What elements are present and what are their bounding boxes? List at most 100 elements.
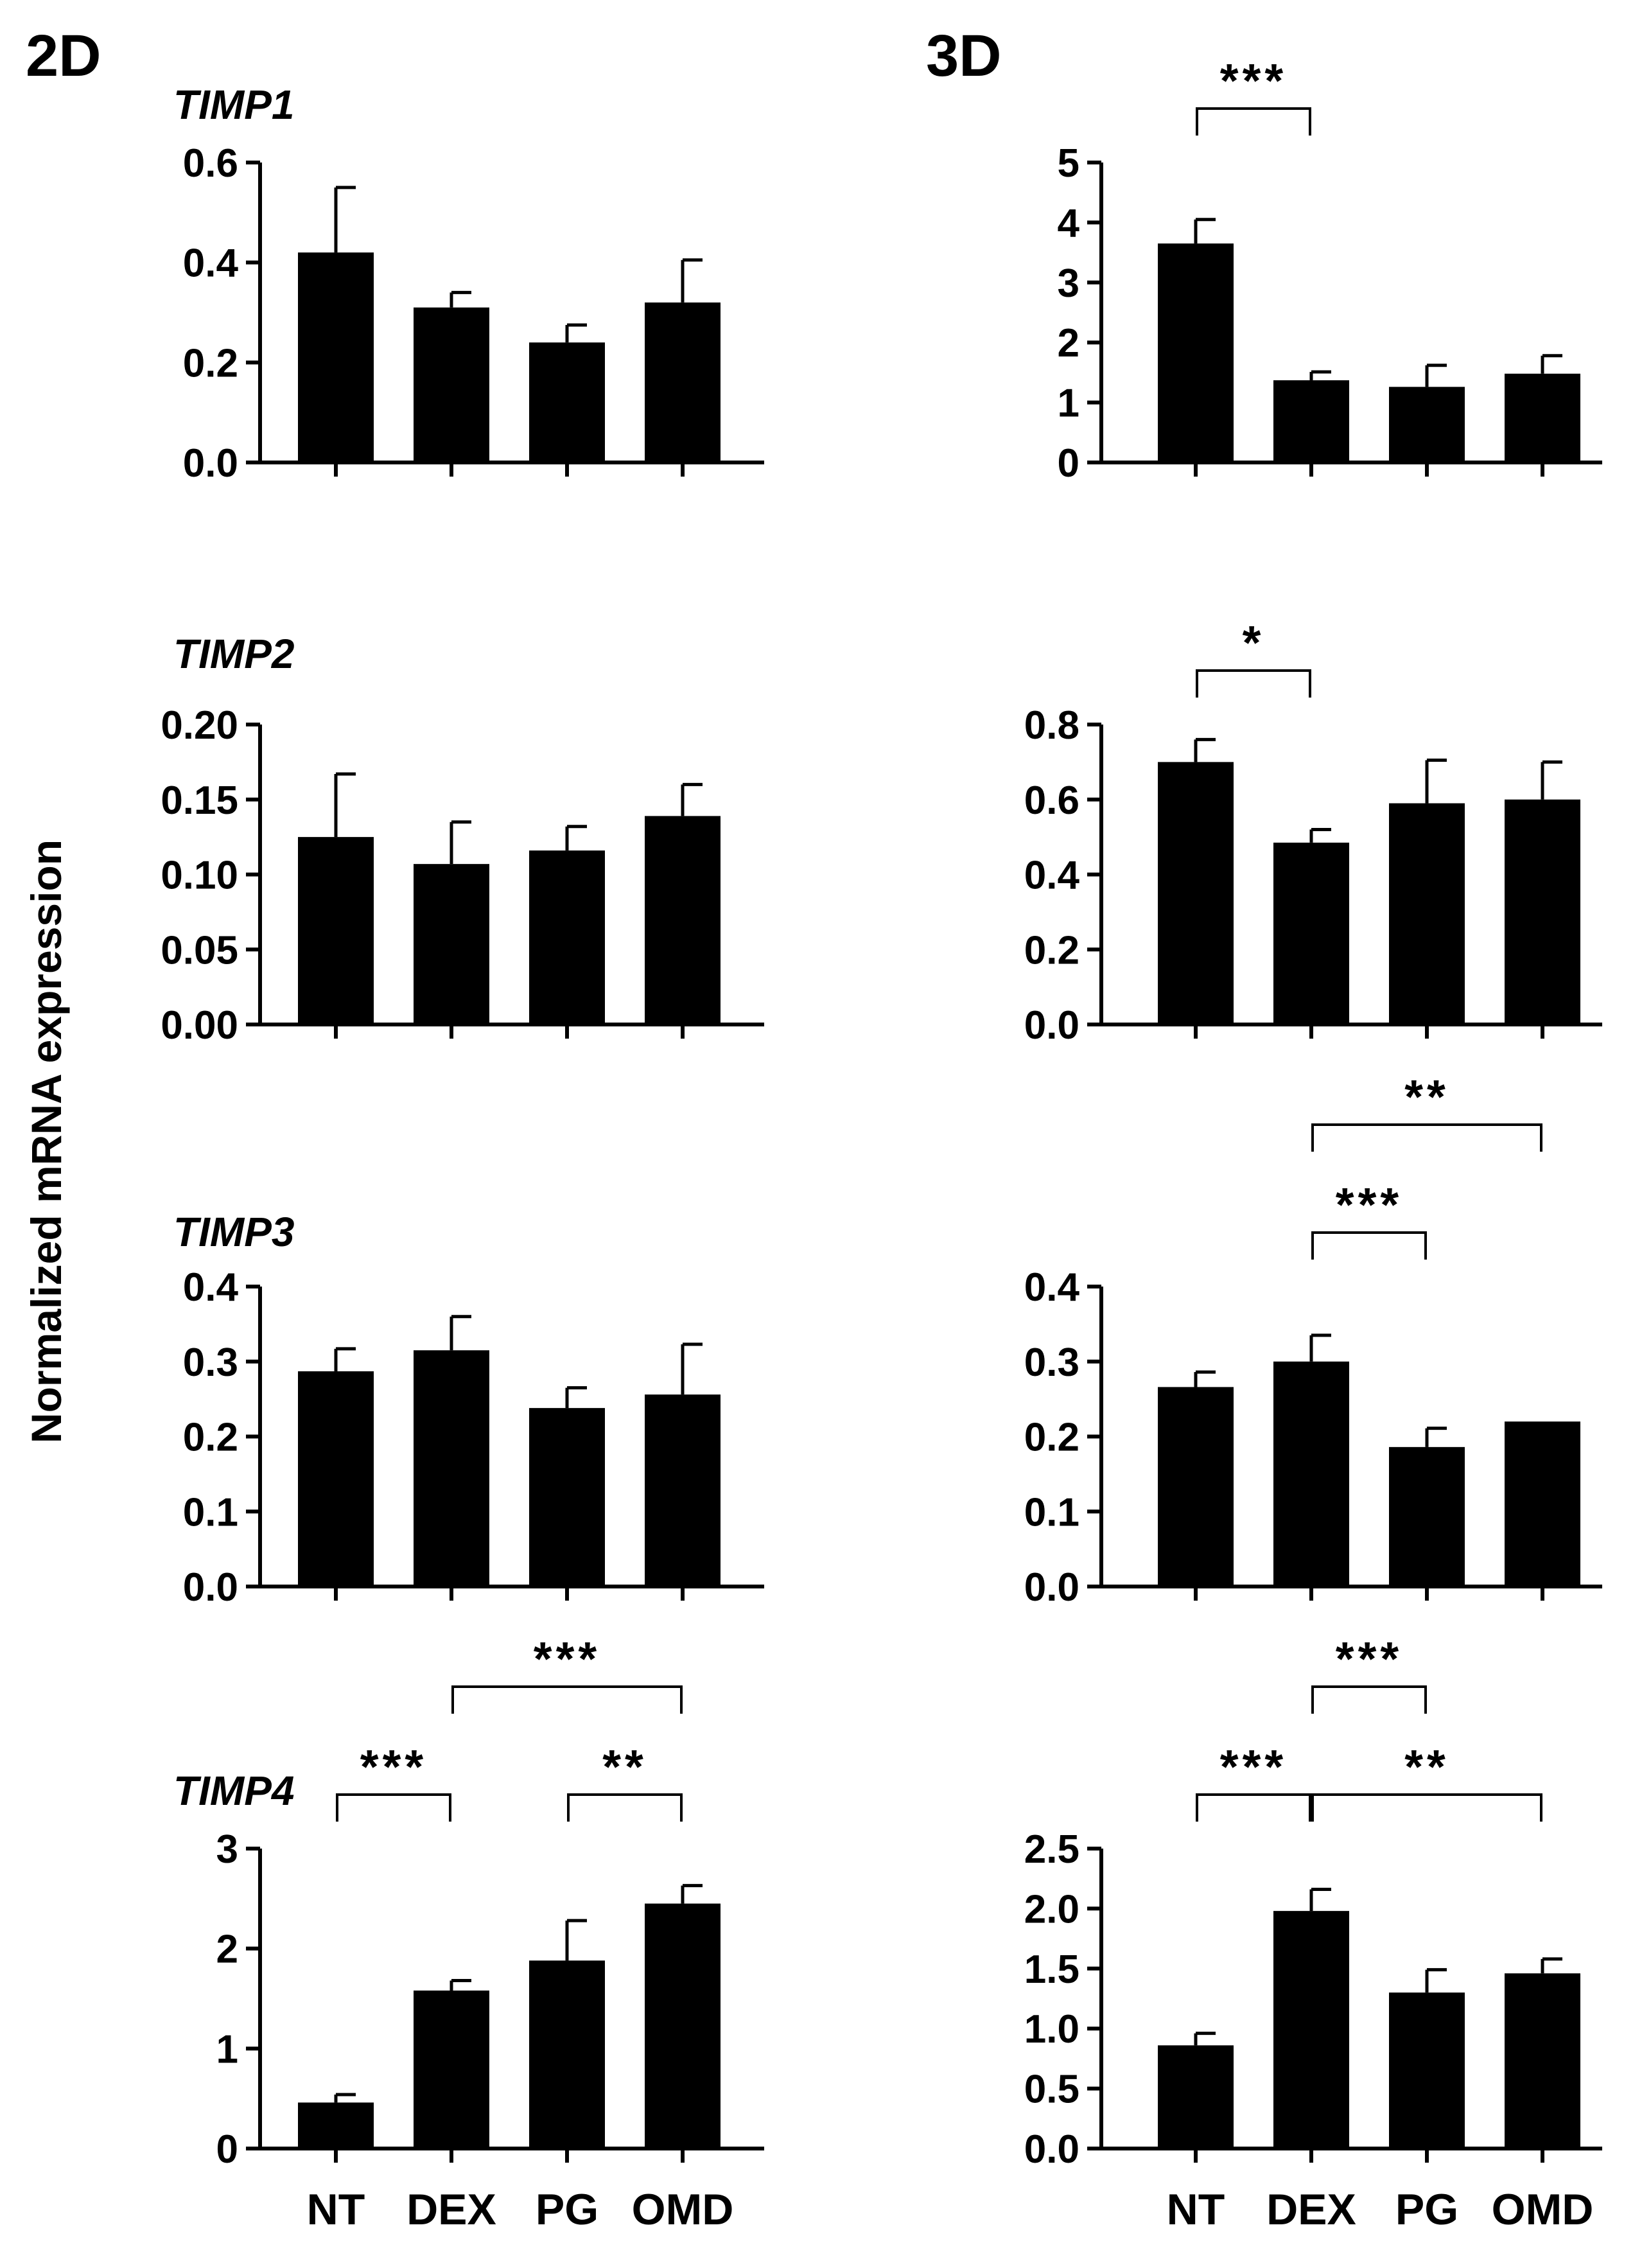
chart-3d-timp3: 0.00.10.20.30.4***** bbox=[1024, 1070, 1602, 1610]
y-tick-label: 0.20 bbox=[161, 703, 238, 748]
bar-nt bbox=[298, 2102, 374, 2149]
significance-label: ** bbox=[1404, 1740, 1449, 1793]
significance-label: *** bbox=[360, 1740, 427, 1793]
category-label-nt: NT bbox=[1167, 2185, 1225, 2234]
bar-nt bbox=[1158, 2045, 1234, 2149]
y-tick-label: 1.5 bbox=[1024, 1947, 1079, 1992]
y-tick-label: 0.0 bbox=[183, 441, 238, 486]
category-label-pg: PG bbox=[1395, 2185, 1458, 2234]
bar-dex bbox=[1273, 842, 1349, 1024]
significance-label: *** bbox=[1336, 1178, 1402, 1231]
bar-nt bbox=[1158, 1387, 1234, 1587]
gene-title: TIMP2 bbox=[173, 631, 294, 677]
significance-bracket bbox=[451, 1685, 683, 1714]
bar-omd bbox=[645, 816, 721, 1024]
category-label-omd: OMD bbox=[1492, 2185, 1594, 2234]
chart-3d-timp2: 0.0 0.2 0.4 0.6 0.8 * bbox=[1024, 616, 1602, 1048]
gene-title: TIMP3 bbox=[173, 1209, 294, 1255]
category-label-nt: NT bbox=[307, 2185, 365, 2234]
y-tick-label: 0 bbox=[1058, 441, 1079, 486]
significance-bracket bbox=[1196, 1793, 1311, 1822]
significance-bracket bbox=[567, 1793, 683, 1822]
y-tick-label: 5 bbox=[1058, 141, 1079, 186]
y-tick-label: 0.0 bbox=[1024, 1565, 1079, 1610]
y-tick-label: 0.05 bbox=[161, 928, 238, 972]
chart-2d-timp2: TIMP2 0.00 0.05 0.10 0.15 0.20 bbox=[161, 631, 764, 1048]
bar-dex bbox=[1273, 380, 1349, 462]
y-axis-label: Normalized mRNA expression bbox=[22, 840, 70, 1443]
y-tick-label: 3 bbox=[1058, 261, 1079, 306]
y-tick-label: 0.4 bbox=[1024, 854, 1080, 898]
category-label-pg: PG bbox=[536, 2185, 598, 2234]
significance-bracket bbox=[336, 1793, 451, 1822]
gene-title: TIMP4 bbox=[173, 1768, 294, 1814]
bar-omd bbox=[1505, 373, 1580, 462]
bar-pg bbox=[529, 1408, 605, 1587]
bar-omd bbox=[645, 1394, 721, 1587]
y-tick-label: 3 bbox=[216, 1827, 238, 1872]
significance-bracket bbox=[1196, 669, 1311, 698]
y-tick-label: 0.6 bbox=[183, 141, 238, 186]
bar-nt bbox=[298, 837, 374, 1024]
y-tick-label: 1.0 bbox=[1024, 2007, 1079, 2052]
bar-omd bbox=[1505, 1973, 1580, 2149]
y-tick-label: 0.5 bbox=[1024, 2068, 1079, 2112]
y-tick-label: 0.2 bbox=[183, 1416, 238, 1460]
category-label-dex: DEX bbox=[1266, 2185, 1356, 2234]
significance-label: *** bbox=[1336, 1632, 1402, 1685]
y-tick-label: 0.1 bbox=[1024, 1490, 1079, 1534]
y-tick-label: 2 bbox=[1058, 321, 1079, 365]
bar-dex bbox=[414, 307, 489, 462]
bar-dex bbox=[1273, 1911, 1349, 2149]
y-tick-label: 0.00 bbox=[161, 1003, 238, 1048]
bar-nt bbox=[1158, 762, 1234, 1024]
bar-omd bbox=[1505, 1421, 1580, 1587]
bar-dex bbox=[1273, 1361, 1349, 1587]
panels: TIMP10.00.20.40.6012345***TIMP20.000.050… bbox=[161, 54, 1602, 2234]
col-label-3d: 3D bbox=[926, 23, 1002, 89]
y-tick-label: 0.3 bbox=[1024, 1341, 1079, 1385]
y-tick-label: 0.8 bbox=[1024, 703, 1079, 748]
bar-nt bbox=[298, 1371, 374, 1587]
significance-label: ** bbox=[1404, 1070, 1449, 1123]
y-tick-label: 0.4 bbox=[183, 1265, 239, 1310]
y-tick-label: 0.2 bbox=[1024, 928, 1079, 972]
bar-omd bbox=[645, 302, 721, 462]
chart-2d-timp3: TIMP3 0.0 0.1 0.2 0.3 0.4 bbox=[173, 1209, 764, 1610]
bar-dex bbox=[414, 1991, 489, 2149]
bar-pg bbox=[1389, 1446, 1465, 1587]
category-label-omd: OMD bbox=[632, 2185, 734, 2234]
y-tick-label: 0.6 bbox=[1024, 778, 1079, 823]
chart-2d-timp1: TIMP1 0.0 0.2 0.4 0.6 bbox=[173, 82, 764, 486]
bar-pg bbox=[529, 850, 605, 1024]
y-tick-label: 0.2 bbox=[1024, 1416, 1079, 1460]
significance-bracket bbox=[1311, 1685, 1427, 1714]
bar-pg bbox=[1389, 387, 1465, 462]
bar-omd bbox=[1505, 799, 1580, 1024]
chart-3d-timp1: 0 1 2 3 4 5 *** bbox=[1058, 54, 1602, 486]
bar-pg bbox=[529, 342, 605, 462]
significance-label: *** bbox=[534, 1632, 600, 1685]
significance-bracket bbox=[1311, 1793, 1542, 1822]
y-tick-label: 0.0 bbox=[183, 1565, 238, 1610]
y-tick-label: 0.0 bbox=[1024, 1003, 1079, 1048]
significance-bracket bbox=[1311, 1231, 1427, 1260]
y-tick-label: 0.10 bbox=[161, 854, 238, 898]
y-tick-label: 0.4 bbox=[183, 242, 239, 286]
y-tick-label: 0.15 bbox=[161, 778, 238, 823]
gene-title: TIMP1 bbox=[173, 82, 294, 128]
y-tick-label: 0.0 bbox=[1024, 2127, 1079, 2172]
bar-nt bbox=[298, 252, 374, 462]
y-tick-label: 2.5 bbox=[1024, 1827, 1079, 1872]
bar-nt bbox=[1158, 243, 1234, 462]
significance-bracket bbox=[1196, 107, 1311, 136]
y-tick-label: 0.4 bbox=[1024, 1265, 1080, 1310]
y-tick-label: 2.0 bbox=[1024, 1887, 1079, 1931]
col-label-2d: 2D bbox=[26, 23, 101, 89]
significance-label: *** bbox=[1220, 1740, 1287, 1793]
significance-label: ** bbox=[602, 1740, 647, 1793]
chart-3d-timp4: 0.00.51.01.52.02.5NT DEX PG OMD*** ***** bbox=[1024, 1632, 1602, 2234]
y-tick-label: 0 bbox=[216, 2127, 238, 2172]
y-tick-label: 0.2 bbox=[183, 341, 238, 385]
